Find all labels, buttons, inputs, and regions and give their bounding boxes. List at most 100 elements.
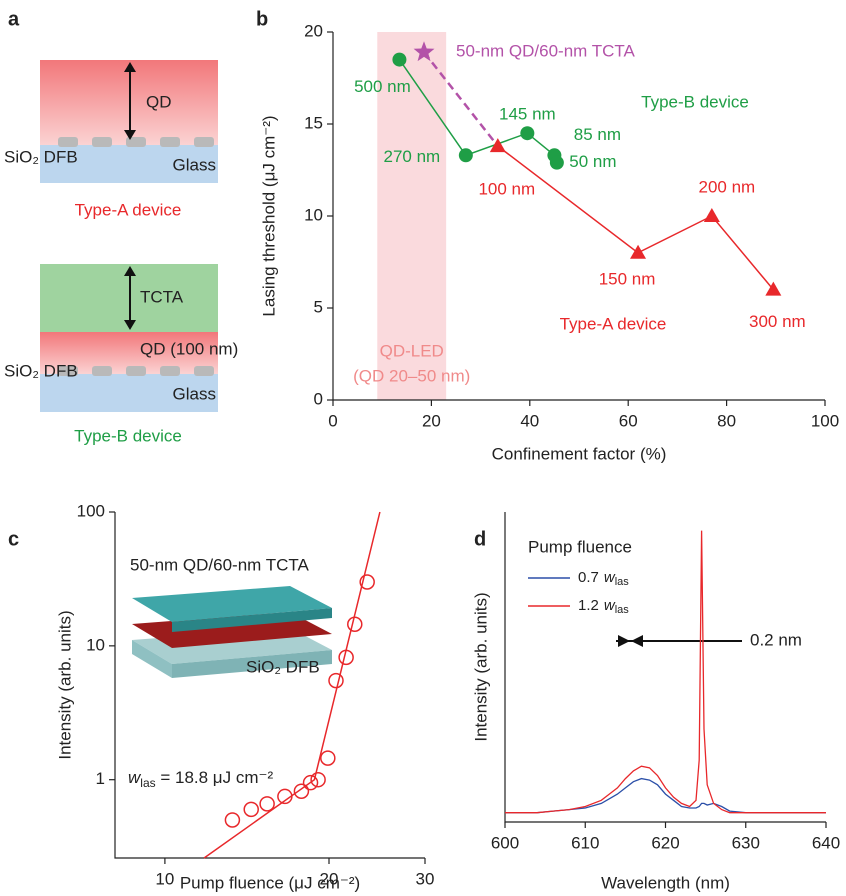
series-label: Type-B device <box>641 92 749 111</box>
legend-subscript: las <box>615 576 630 588</box>
axes <box>114 512 425 859</box>
dashed-link <box>423 51 499 147</box>
x-axis-label: Confinement factor (%) <box>492 444 667 463</box>
point-label: 100 nm <box>478 180 535 199</box>
axes <box>504 512 826 823</box>
panel-label: c <box>8 528 19 550</box>
point <box>520 126 535 141</box>
series-label: Type-A device <box>560 314 667 333</box>
threshold-annotation: wlas = 18.8 μJ cm⁻² <box>128 768 273 790</box>
layer-label: TCTA <box>140 287 184 306</box>
y-tick-label: 10 <box>304 205 323 224</box>
symbol: w <box>128 768 142 787</box>
point <box>630 244 647 259</box>
panel-label: a <box>8 8 20 30</box>
point-label: 145 nm <box>499 105 556 124</box>
point-label: 500 nm <box>354 77 411 96</box>
panel-label: b <box>256 8 268 30</box>
point <box>765 281 782 296</box>
legend-symbol: w <box>604 597 616 614</box>
point-label: 150 nm <box>599 269 656 288</box>
width-annotation: 0.2 nm <box>750 630 802 649</box>
point <box>320 750 336 766</box>
legend-symbol: w <box>604 569 616 586</box>
point <box>224 812 241 828</box>
point <box>359 574 375 590</box>
point <box>458 148 473 163</box>
panel-label: d <box>474 528 486 550</box>
x-tick-label: 20 <box>320 869 339 888</box>
x-tick-label: 60 <box>619 411 638 430</box>
x-tick-label: 0 <box>328 411 337 430</box>
x-tick-label: 40 <box>520 411 539 430</box>
y-axis-label: Lasing threshold (μJ cm⁻²) <box>259 115 278 316</box>
shaded-label: (QD 20–50 nm) <box>353 366 470 385</box>
dfb-grating <box>58 137 214 147</box>
x-tick-label: 630 <box>732 833 760 852</box>
inset-illustration <box>132 586 332 678</box>
shaded-label: QD-LED <box>380 341 444 360</box>
legend-name: 1.2 <box>578 597 599 614</box>
x-tick-label: 610 <box>571 833 599 852</box>
x-tick-label: 30 <box>416 869 435 888</box>
point <box>293 783 310 799</box>
y-tick-label: 5 <box>314 297 323 316</box>
point <box>489 138 506 153</box>
substrate-side <box>132 640 172 678</box>
point <box>259 796 275 812</box>
legend-title: Pump fluence <box>528 537 632 556</box>
type-b-diagram: TCTA QD (100 nm) SiO₂ DFB Glass Type-B d… <box>4 264 238 445</box>
inset-label: SiO₂ DFB <box>246 657 320 676</box>
x-tick-label: 620 <box>651 833 679 852</box>
y-tick-label: 1 <box>96 769 105 788</box>
tcta-side <box>172 608 332 632</box>
series-line <box>497 145 774 291</box>
series-line <box>505 530 826 814</box>
point-label: 300 nm <box>749 312 806 331</box>
point <box>243 801 259 818</box>
arrow-heads <box>618 635 643 647</box>
x-tick-label: 20 <box>422 411 441 430</box>
y-tick-label: 15 <box>304 113 323 132</box>
y-axis-label: Intensity (arb. units) <box>55 610 74 759</box>
annotation-text: = 18.8 μJ cm⁻² <box>156 768 274 787</box>
substrate-side <box>172 650 332 678</box>
dfb-label: SiO₂ DFB <box>4 147 78 166</box>
dfb-grating <box>58 366 214 376</box>
point <box>392 52 407 67</box>
x-axis-label: Wavelength (nm) <box>601 873 730 892</box>
glass-layer <box>40 374 218 412</box>
point <box>302 774 319 791</box>
series-label: 50-nm QD/60-nm TCTA <box>456 41 636 60</box>
point <box>549 155 564 170</box>
y-tick-label: 20 <box>304 21 323 40</box>
type-a-diagram: QD SiO₂ DFB Glass Type-A device <box>4 60 218 219</box>
layer-label: Glass <box>173 384 216 403</box>
layer-label: QD (100 nm) <box>140 339 238 358</box>
dfb-label: SiO₂ DFB <box>4 361 78 380</box>
tcta-layer <box>132 586 332 622</box>
x-tick-label: 80 <box>717 411 736 430</box>
point-label: 50 nm <box>569 152 616 171</box>
legend-entry: 1.2 wlas <box>578 597 629 616</box>
point-label: 85 nm <box>574 125 621 144</box>
y-tick-label: 10 <box>86 635 105 654</box>
legend-name: 0.7 <box>578 569 599 586</box>
point <box>347 616 363 632</box>
point-label: 200 nm <box>698 177 755 196</box>
point-label: 270 nm <box>383 147 440 166</box>
point <box>328 672 344 689</box>
layer-label: QD <box>146 92 172 111</box>
y-tick-label: 100 <box>77 501 105 520</box>
subscript: las <box>140 776 155 790</box>
x-tick-label: 10 <box>155 869 174 888</box>
y-axis-label: Intensity (arb. units) <box>471 592 490 741</box>
series-line <box>203 511 381 859</box>
legend-entry: 0.7 wlas <box>578 569 629 588</box>
x-axis-label: Pump fluence (μJ cm⁻²) <box>180 873 360 892</box>
glass-layer <box>40 145 218 183</box>
x-tick-label: 100 <box>811 411 839 430</box>
inset-title: 50-nm QD/60-nm TCTA <box>130 555 310 574</box>
